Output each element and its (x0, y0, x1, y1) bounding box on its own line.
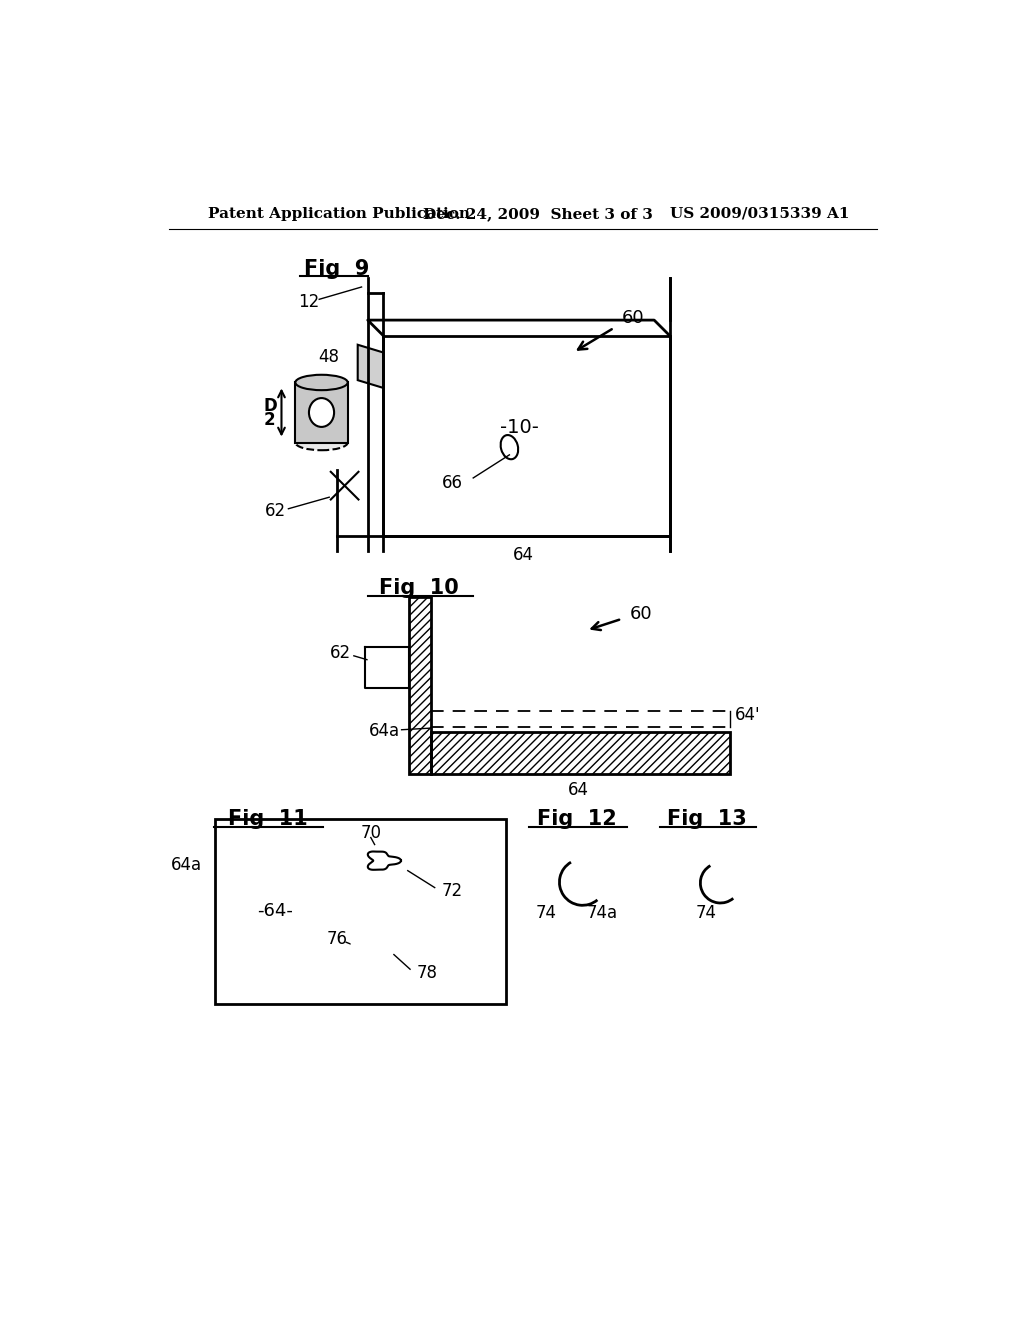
Bar (410, 598, 431, 775)
Text: Fig  13: Fig 13 (667, 809, 746, 829)
Ellipse shape (309, 399, 334, 426)
Text: 62: 62 (330, 644, 350, 661)
Text: 64: 64 (513, 546, 534, 564)
Text: 62: 62 (265, 502, 286, 520)
Circle shape (360, 854, 379, 873)
Circle shape (369, 845, 393, 869)
Text: 70: 70 (360, 824, 381, 842)
Text: Fig  9: Fig 9 (304, 259, 370, 279)
Text: -10-: -10- (500, 418, 539, 437)
Text: 64': 64' (735, 706, 761, 725)
Circle shape (366, 936, 382, 952)
Polygon shape (368, 851, 401, 870)
Circle shape (700, 863, 740, 903)
Circle shape (351, 937, 369, 954)
Text: US 2009/0315339 A1: US 2009/0315339 A1 (670, 207, 849, 220)
Text: 74a: 74a (586, 904, 617, 921)
Text: -64-: -64- (257, 903, 293, 920)
Text: 74: 74 (696, 904, 717, 921)
Text: 48: 48 (318, 348, 340, 366)
Circle shape (537, 849, 595, 908)
Circle shape (682, 855, 731, 904)
Text: 12: 12 (299, 293, 319, 312)
Text: 60: 60 (622, 309, 644, 327)
Ellipse shape (501, 436, 518, 459)
Text: D: D (263, 397, 276, 416)
Text: 74: 74 (536, 904, 557, 921)
Polygon shape (357, 345, 383, 388)
Bar (431, 733, 730, 775)
Text: 64: 64 (568, 781, 589, 799)
Text: 64a: 64a (369, 722, 400, 739)
Text: Fig  11: Fig 11 (227, 809, 307, 829)
Circle shape (376, 940, 393, 956)
Bar (295, 383, 348, 442)
Circle shape (385, 851, 404, 871)
Text: 2: 2 (264, 412, 275, 429)
Text: 64a: 64a (170, 857, 202, 874)
Text: Patent Application Publication: Patent Application Publication (208, 207, 470, 220)
Ellipse shape (295, 434, 348, 450)
Text: Fig  12: Fig 12 (538, 809, 617, 829)
Text: Fig  10: Fig 10 (380, 578, 459, 598)
Ellipse shape (295, 375, 348, 391)
Circle shape (559, 859, 605, 906)
Text: 60: 60 (630, 606, 652, 623)
Text: Dec. 24, 2009  Sheet 3 of 3: Dec. 24, 2009 Sheet 3 of 3 (423, 207, 653, 220)
Text: 72: 72 (442, 883, 463, 900)
Text: 78: 78 (417, 964, 437, 982)
Bar (215, 818, 506, 1003)
Circle shape (381, 861, 396, 876)
Text: 66: 66 (442, 474, 463, 492)
Text: 76: 76 (327, 931, 347, 948)
